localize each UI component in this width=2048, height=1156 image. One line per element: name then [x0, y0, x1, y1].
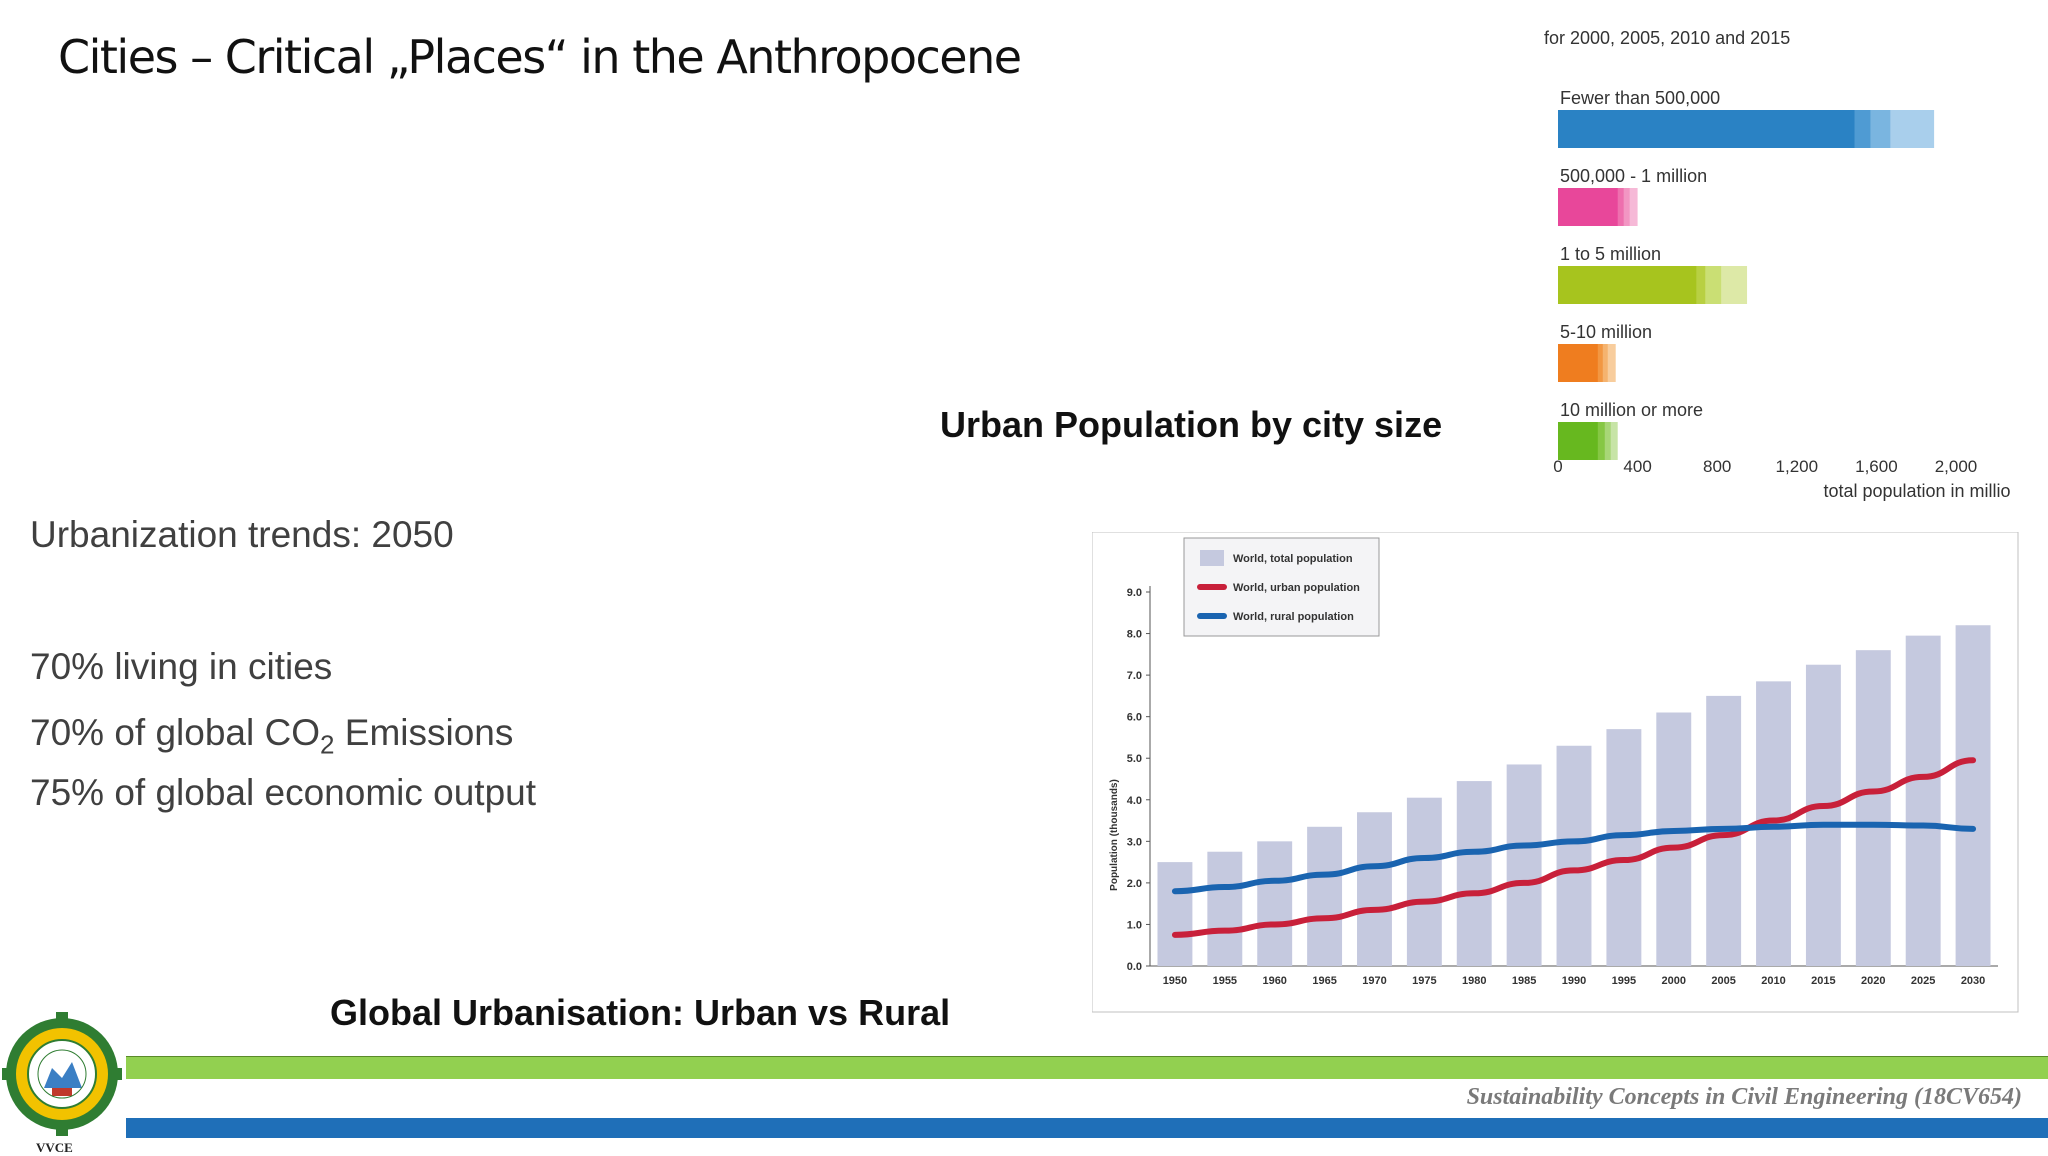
- urban-rural-y-tick: 2.0: [1127, 878, 1142, 890]
- footer-green-band: [126, 1056, 2048, 1079]
- bullet-living-in-cities: 70% living in cities: [30, 646, 333, 687]
- total-population-bar: [1357, 812, 1392, 966]
- city-size-category-label: Fewer than 500,000: [1560, 88, 1720, 108]
- college-logo-icon: [2, 1012, 122, 1136]
- bullet-co2-emissions: 70% of global CO2 Emissions: [30, 712, 513, 760]
- city-size-x-tick: 2,000: [1935, 457, 1978, 476]
- urban-rural-bars: [1157, 625, 1991, 966]
- total-population-bar: [1606, 729, 1642, 966]
- total-population-bar: [1307, 826, 1343, 966]
- city-size-category-label: 500,000 - 1 million: [1560, 166, 1707, 186]
- urban-rural-x-tick: 1985: [1512, 975, 1536, 987]
- footer-course-title: Sustainability Concepts in Civil Enginee…: [1466, 1084, 2022, 1110]
- city-size-x-tick: 800: [1703, 457, 1731, 476]
- total-population-bar: [1506, 764, 1542, 966]
- total-population-bar: [1456, 781, 1492, 966]
- total-population-bar: [1955, 625, 1991, 966]
- urban-rural-y-tick: 7.0: [1127, 670, 1142, 682]
- trends-heading: Urbanization trends: 2050: [30, 514, 454, 555]
- urban-rural-y-tick: 5.0: [1127, 753, 1142, 765]
- urban-rural-y-tick: 6.0: [1127, 712, 1142, 724]
- city-size-bar-2000: [1558, 422, 1598, 460]
- urban-rural-y-tick: 4.0: [1127, 795, 1142, 807]
- city-size-bars: Fewer than 500,000 500,000 - 1 million 1 t…: [1558, 88, 1935, 460]
- city-size-category-label: 10 million or more: [1560, 400, 1703, 420]
- city-size-x-tick: 1,600: [1855, 457, 1898, 476]
- city-size-ticks: 0 400 800 1,200 1,600 2,000: [1553, 457, 1977, 476]
- city-size-bar-2000: [1558, 188, 1618, 226]
- urban-rural-x-tick: 1970: [1362, 975, 1386, 987]
- urban-rural-x-tick: 1965: [1312, 975, 1336, 987]
- urban-rural-y-tick: 0.0: [1127, 961, 1142, 973]
- urban-rural-x-tick: 1975: [1412, 975, 1436, 987]
- total-population-bar: [1157, 862, 1193, 966]
- urban-rural-x-tick: 1995: [1612, 975, 1636, 987]
- city-size-bar-2000: [1558, 110, 1855, 148]
- city-size-bar-2000: [1558, 344, 1598, 382]
- urban-rural-lines: [1171, 757, 1977, 938]
- city-size-bar-2000: [1558, 266, 1697, 304]
- urban-rural-x-tick: 2010: [1761, 975, 1785, 987]
- bullet-co2-subscript: 2: [320, 729, 335, 760]
- urban-rural-legend: World, total population World, urban popu…: [1183, 537, 1380, 637]
- college-logo-text: VVCE: [36, 1140, 73, 1155]
- total-population-bar: [1805, 664, 1841, 966]
- city-size-chart: for 2000, 2005, 2010 and 2015 Fewer than…: [1544, 28, 2010, 501]
- city-size-xlabel: total population in million: [1823, 481, 2010, 501]
- city-size-x-tick: 1,200: [1776, 457, 1819, 476]
- city-size-category-label: 1 to 5 million: [1560, 244, 1661, 264]
- urban-rural-x-tick: 1980: [1462, 975, 1486, 987]
- series-line-world-urban-population: [1171, 757, 1977, 938]
- legend-label: World, rural population: [1233, 611, 1354, 623]
- urban-rural-x-tick: 1955: [1213, 975, 1237, 987]
- city-size-x-tick: 400: [1623, 457, 1651, 476]
- bullet-co2-text: 70% of global CO: [30, 712, 321, 753]
- urban-rural-x-tick: 1990: [1562, 975, 1586, 987]
- city-size-chart-title: for 2000, 2005, 2010 and 2015: [1544, 28, 1790, 48]
- bullet-co2-suffix: Emissions: [334, 712, 514, 753]
- slide-title: Cities – Critical „Places“ in the Anthro…: [58, 30, 1022, 84]
- legend-label: World, total population: [1233, 553, 1353, 565]
- total-population-bar: [1257, 841, 1293, 966]
- total-population-bar: [1406, 797, 1442, 966]
- series-line-world-rural-population: [1171, 821, 1977, 895]
- urban-rural-y-tick: 1.0: [1127, 919, 1142, 931]
- urban-rural-x-tick: 2005: [1711, 975, 1735, 987]
- urban-rural-chart: Population (thousands) 0.0 1.0 2.0 3.0 4.0 5.…: [1092, 532, 2019, 1013]
- total-population-bar: [1905, 635, 1941, 966]
- urban-rural-x-tick: 1960: [1262, 975, 1286, 987]
- urban-rural-x-tick: 1950: [1163, 975, 1187, 987]
- urban-rural-y-tick: 9.0: [1127, 587, 1142, 599]
- city-size-category-label: 5-10 million: [1560, 322, 1652, 342]
- bullet-economic-output: 75% of global economic output: [30, 772, 537, 813]
- urban-rural-y-tick: 8.0: [1127, 629, 1142, 641]
- urban-rural-y-tick: 3.0: [1127, 836, 1142, 848]
- legend-swatch-bar: [1200, 550, 1224, 566]
- caption-urban-population-by-size: Urban Population by city size: [940, 404, 1443, 445]
- urban-rural-ylabel: Population (thousands): [1109, 779, 1120, 891]
- total-population-bar: [1855, 650, 1891, 966]
- urban-rural-x-tick: 2015: [1811, 975, 1835, 987]
- footer-blue-band: [126, 1118, 2048, 1138]
- urban-rural-x-tick: 2000: [1662, 975, 1686, 987]
- urban-rural-x-tick: 2025: [1911, 975, 1935, 987]
- total-population-bar: [1556, 745, 1592, 966]
- legend-label: World, urban population: [1233, 582, 1360, 594]
- urban-rural-x-tick: 2030: [1961, 975, 1985, 987]
- total-population-bar: [1656, 712, 1692, 966]
- urban-rural-x-tick: 2020: [1861, 975, 1885, 987]
- caption-global-urbanisation: Global Urbanisation: Urban vs Rural: [330, 992, 951, 1033]
- city-size-x-tick: 0: [1553, 457, 1562, 476]
- total-population-bar: [1207, 851, 1243, 966]
